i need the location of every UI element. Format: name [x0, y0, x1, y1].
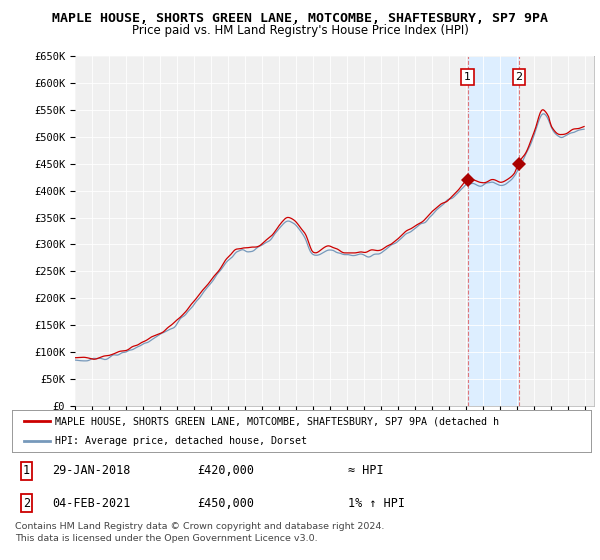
Text: £450,000: £450,000 [197, 497, 254, 510]
Text: ≈ HPI: ≈ HPI [348, 464, 383, 477]
Text: 1: 1 [23, 464, 30, 477]
Text: 1% ↑ HPI: 1% ↑ HPI [348, 497, 405, 510]
Text: This data is licensed under the Open Government Licence v3.0.: This data is licensed under the Open Gov… [15, 534, 317, 543]
Text: HPI: Average price, detached house, Dorset: HPI: Average price, detached house, Dors… [55, 436, 307, 446]
Text: £420,000: £420,000 [197, 464, 254, 477]
Text: MAPLE HOUSE, SHORTS GREEN LANE, MOTCOMBE, SHAFTESBURY, SP7 9PA (detached h: MAPLE HOUSE, SHORTS GREEN LANE, MOTCOMBE… [55, 416, 499, 426]
Text: 04-FEB-2021: 04-FEB-2021 [53, 497, 131, 510]
Text: MAPLE HOUSE, SHORTS GREEN LANE, MOTCOMBE, SHAFTESBURY, SP7 9PA: MAPLE HOUSE, SHORTS GREEN LANE, MOTCOMBE… [52, 12, 548, 25]
Text: 2: 2 [23, 497, 30, 510]
Text: 29-JAN-2018: 29-JAN-2018 [53, 464, 131, 477]
Bar [468, 56, 519, 406]
Text: 1: 1 [464, 72, 471, 82]
Text: Contains HM Land Registry data © Crown copyright and database right 2024.: Contains HM Land Registry data © Crown c… [15, 522, 385, 531]
Text: Price paid vs. HM Land Registry's House Price Index (HPI): Price paid vs. HM Land Registry's House … [131, 24, 469, 37]
Text: 2: 2 [515, 72, 523, 82]
